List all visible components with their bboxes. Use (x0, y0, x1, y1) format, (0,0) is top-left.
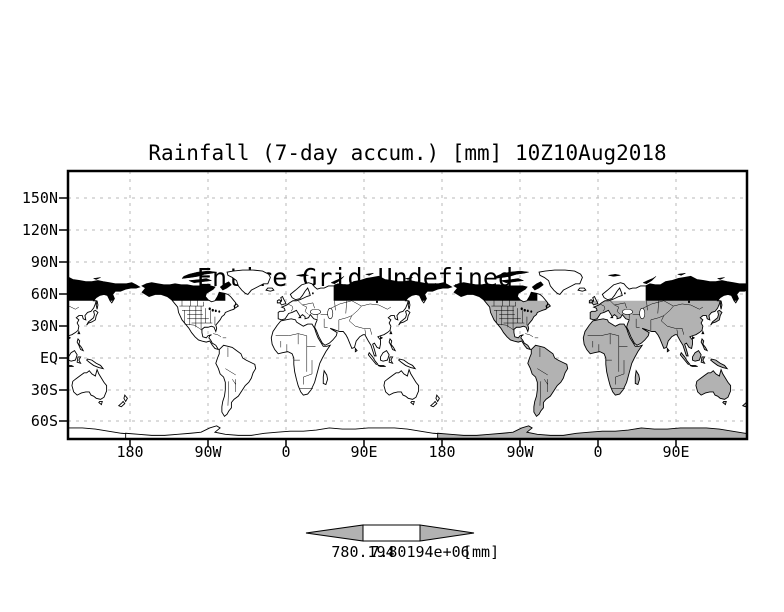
colorbar-left-value: 780.194 (331, 543, 395, 561)
axis-ticks (59, 197, 677, 447)
y-axis-label-30s: 30S (30, 381, 58, 399)
colorbar-left-arrow (305, 524, 364, 542)
x-axis-label-8: 90E (662, 443, 690, 461)
colorbar-right-arrow (419, 524, 475, 542)
colorbar-middle-box (362, 524, 421, 542)
x-axis-label-4: 90E (350, 443, 378, 461)
colorbar-units: [mm] (463, 543, 500, 561)
y-axis-label-90n: 90N (30, 253, 58, 271)
world-map-copy-0 (68, 269, 141, 439)
plot-title: Rainfall (7-day accum.) [mm] 10Z10Aug201… (148, 141, 667, 165)
y-axis-label-120n: 120N (21, 221, 58, 239)
x-axis-label-5: 180 (428, 443, 456, 461)
colorbar-right-value: 7.80194e+06 (370, 543, 470, 561)
y-axis-label-60s: 60S (30, 412, 58, 430)
y-axis-label-60n: 60N (30, 285, 58, 303)
y-axis-label-30n: 30N (30, 317, 58, 335)
world-map-copy-1 (125, 269, 453, 439)
plot-frame (66, 169, 749, 441)
y-axis-label-150n: 150N (21, 189, 58, 207)
y-axis-label-eq: EQ (39, 349, 58, 367)
world-map-copy-2 (437, 269, 747, 439)
x-axis-label-7: 0 (593, 443, 603, 461)
colorbar (305, 524, 475, 542)
x-axis-label-2: 90W (194, 443, 222, 461)
x-axis-label-3: 0 (281, 443, 291, 461)
x-axis-label-1: 180 (116, 443, 144, 461)
x-axis-label-6: 90W (506, 443, 534, 461)
